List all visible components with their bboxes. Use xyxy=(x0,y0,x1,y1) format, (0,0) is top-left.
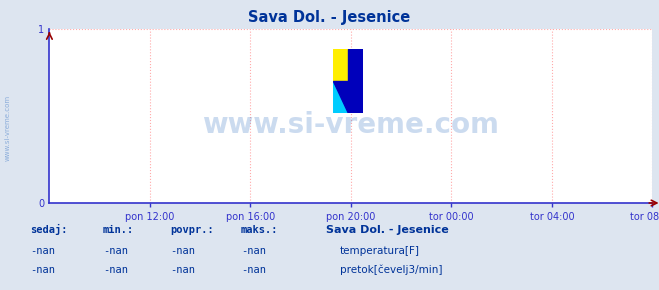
Polygon shape xyxy=(333,49,362,113)
Text: -nan: -nan xyxy=(171,264,196,275)
Text: www.si-vreme.com: www.si-vreme.com xyxy=(5,95,11,161)
Text: min.:: min.: xyxy=(102,225,133,235)
Text: -nan: -nan xyxy=(241,264,266,275)
Text: -nan: -nan xyxy=(30,264,55,275)
Text: sedaj:: sedaj: xyxy=(30,224,67,235)
Text: www.si-vreme.com: www.si-vreme.com xyxy=(202,111,500,139)
Text: pretok[čevelj3/min]: pretok[čevelj3/min] xyxy=(340,264,443,275)
Text: Sava Dol. - Jesenice: Sava Dol. - Jesenice xyxy=(326,225,449,235)
Text: -nan: -nan xyxy=(30,246,55,256)
Text: -nan: -nan xyxy=(171,246,196,256)
Text: -nan: -nan xyxy=(241,246,266,256)
Polygon shape xyxy=(333,81,348,113)
Text: povpr.:: povpr.: xyxy=(170,225,214,235)
Bar xyxy=(333,49,348,81)
Text: -nan: -nan xyxy=(103,264,128,275)
Text: maks.:: maks.: xyxy=(241,225,278,235)
Text: -nan: -nan xyxy=(103,246,128,256)
Text: Sava Dol. - Jesenice: Sava Dol. - Jesenice xyxy=(248,10,411,25)
Text: temperatura[F]: temperatura[F] xyxy=(340,246,420,255)
